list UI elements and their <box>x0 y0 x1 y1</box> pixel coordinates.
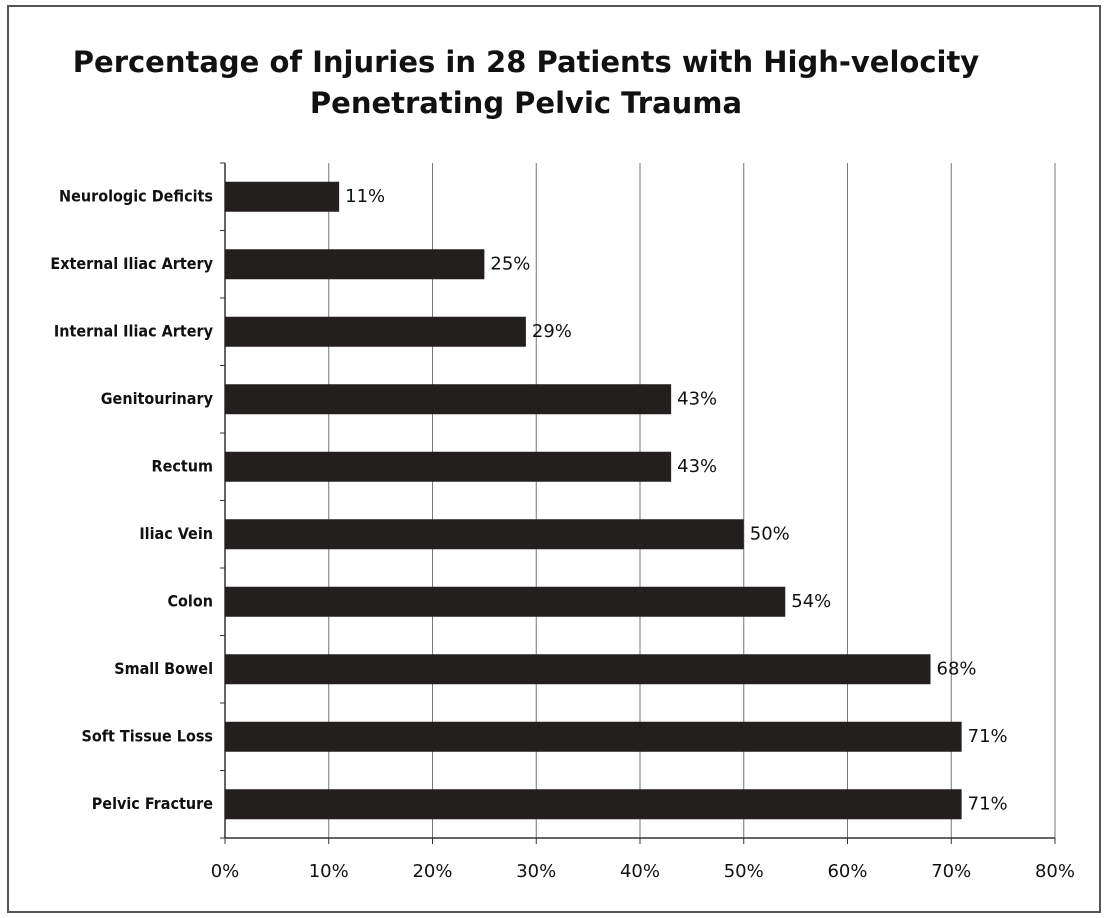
value-label: 25% <box>490 253 530 274</box>
y-tick-label: Small Bowel <box>114 659 213 678</box>
bar <box>225 181 340 212</box>
y-tick-label: Rectum <box>151 456 213 475</box>
x-tick-label: 80% <box>1035 861 1075 882</box>
y-tick-label: Neurologic Deficits <box>59 186 213 205</box>
bar <box>225 519 744 550</box>
x-tick-label: 70% <box>931 861 971 882</box>
x-tick-label: 10% <box>309 861 349 882</box>
x-tick-label: 30% <box>516 861 556 882</box>
x-tick-label: 0% <box>211 861 240 882</box>
y-tick-label: Genitourinary <box>101 389 214 408</box>
value-label: 11% <box>345 186 385 207</box>
bar <box>225 586 786 617</box>
x-tick-label: 40% <box>620 861 660 882</box>
chart-title: Penetrating Pelvic Trauma <box>310 86 742 120</box>
value-label: 71% <box>968 793 1008 814</box>
value-label: 54% <box>791 591 831 612</box>
y-tick-label: External Iliac Artery <box>50 254 213 273</box>
value-label: 50% <box>750 523 790 544</box>
x-tick-label: 20% <box>412 861 452 882</box>
value-label: 71% <box>968 726 1008 747</box>
y-tick-label: Colon <box>167 591 213 610</box>
bar <box>225 249 485 280</box>
bar <box>225 721 962 752</box>
y-tick-label: Soft Tissue Loss <box>81 726 213 745</box>
chart-title: Percentage of Injuries in 28 Patients wi… <box>73 45 980 79</box>
x-tick-label: 60% <box>827 861 867 882</box>
y-tick-label: Iliac Vein <box>139 524 213 543</box>
y-tick-label: Internal Iliac Artery <box>54 321 214 340</box>
value-label: 68% <box>937 658 977 679</box>
bar <box>225 789 962 820</box>
bar <box>225 316 526 347</box>
bar <box>225 451 672 482</box>
x-tick-label: 50% <box>724 861 764 882</box>
value-label: 43% <box>677 388 717 409</box>
value-label: 43% <box>677 456 717 477</box>
value-label: 29% <box>532 321 572 342</box>
bar <box>225 654 931 685</box>
bar <box>225 384 672 415</box>
y-tick-label: Pelvic Fracture <box>92 794 213 813</box>
